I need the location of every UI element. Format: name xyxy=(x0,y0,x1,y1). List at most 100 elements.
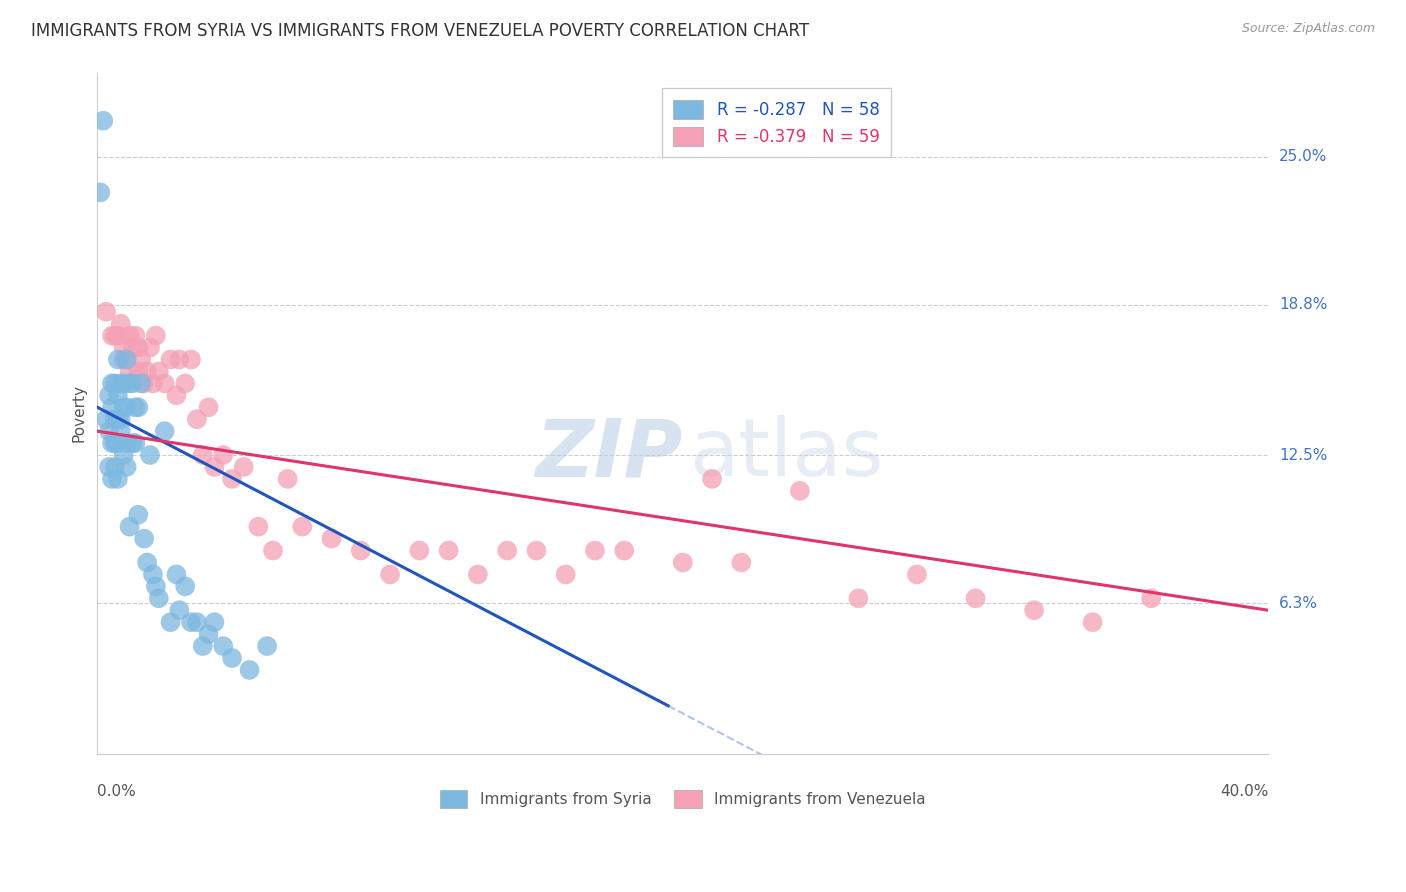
Point xyxy=(124,401,146,415)
Point xyxy=(378,567,401,582)
Point xyxy=(1022,603,1045,617)
Point xyxy=(204,615,226,630)
Point xyxy=(496,543,519,558)
Point xyxy=(124,436,146,450)
Point xyxy=(98,424,121,438)
Point xyxy=(107,412,129,426)
Point xyxy=(165,388,187,402)
Point xyxy=(256,639,278,653)
Point xyxy=(139,448,162,462)
Point xyxy=(101,376,124,391)
Point xyxy=(101,328,124,343)
Point xyxy=(107,388,129,402)
Point xyxy=(110,376,132,391)
Point xyxy=(467,567,489,582)
Point xyxy=(127,508,149,522)
Point xyxy=(159,615,181,630)
Point xyxy=(115,352,138,367)
Point xyxy=(127,364,149,378)
Text: atlas: atlas xyxy=(689,415,883,493)
Point xyxy=(89,186,111,200)
Point xyxy=(848,591,870,606)
Point xyxy=(212,448,235,462)
Point xyxy=(110,412,132,426)
Point xyxy=(104,460,127,475)
Point xyxy=(136,556,159,570)
Text: ZIP: ZIP xyxy=(536,415,683,493)
Point xyxy=(247,519,270,533)
Point xyxy=(197,627,219,641)
Text: 18.8%: 18.8% xyxy=(1279,297,1327,312)
Point xyxy=(526,543,548,558)
Point xyxy=(124,328,146,343)
Point xyxy=(730,556,752,570)
Point xyxy=(139,341,162,355)
Point xyxy=(408,543,430,558)
Point xyxy=(174,579,197,593)
Text: 0.0%: 0.0% xyxy=(97,784,136,799)
Point xyxy=(153,376,176,391)
Point xyxy=(350,543,373,558)
Text: 25.0%: 25.0% xyxy=(1279,149,1327,164)
Point xyxy=(142,376,165,391)
Point xyxy=(159,352,181,367)
Point xyxy=(104,436,127,450)
Point xyxy=(221,651,243,665)
Point xyxy=(145,579,167,593)
Text: 40.0%: 40.0% xyxy=(1220,784,1268,799)
Point xyxy=(262,543,284,558)
Text: 12.5%: 12.5% xyxy=(1279,448,1327,463)
Point xyxy=(169,352,191,367)
Point xyxy=(583,543,606,558)
Point xyxy=(107,328,129,343)
Point xyxy=(134,532,156,546)
Point xyxy=(112,352,135,367)
Point xyxy=(613,543,636,558)
Point xyxy=(180,615,202,630)
Legend: Immigrants from Syria, Immigrants from Venezuela: Immigrants from Syria, Immigrants from V… xyxy=(434,784,932,814)
Point xyxy=(321,532,343,546)
Point xyxy=(789,483,811,498)
Text: Source: ZipAtlas.com: Source: ZipAtlas.com xyxy=(1241,22,1375,36)
Point xyxy=(104,328,127,343)
Point xyxy=(905,567,928,582)
Point xyxy=(127,401,149,415)
Point xyxy=(129,352,152,367)
Point xyxy=(110,424,132,438)
Point xyxy=(104,376,127,391)
Point xyxy=(148,364,170,378)
Y-axis label: Poverty: Poverty xyxy=(72,384,86,442)
Point xyxy=(107,472,129,486)
Point xyxy=(107,352,129,367)
Point xyxy=(142,567,165,582)
Point xyxy=(121,341,143,355)
Point xyxy=(112,448,135,462)
Point xyxy=(94,412,117,426)
Point xyxy=(197,401,219,415)
Point xyxy=(134,376,156,391)
Point xyxy=(118,328,141,343)
Point xyxy=(186,412,208,426)
Point xyxy=(1081,615,1104,630)
Point xyxy=(115,436,138,450)
Point xyxy=(672,556,695,570)
Point xyxy=(148,591,170,606)
Point xyxy=(291,519,314,533)
Point xyxy=(136,364,159,378)
Point xyxy=(115,460,138,475)
Point xyxy=(169,603,191,617)
Text: 6.3%: 6.3% xyxy=(1279,596,1319,611)
Point xyxy=(186,615,208,630)
Point xyxy=(204,460,226,475)
Point xyxy=(191,448,214,462)
Point xyxy=(174,376,197,391)
Point xyxy=(118,519,141,533)
Point xyxy=(115,352,138,367)
Point xyxy=(121,436,143,450)
Point xyxy=(700,472,723,486)
Point xyxy=(554,567,576,582)
Point xyxy=(127,341,149,355)
Point xyxy=(101,436,124,450)
Point xyxy=(1140,591,1163,606)
Point xyxy=(153,424,176,438)
